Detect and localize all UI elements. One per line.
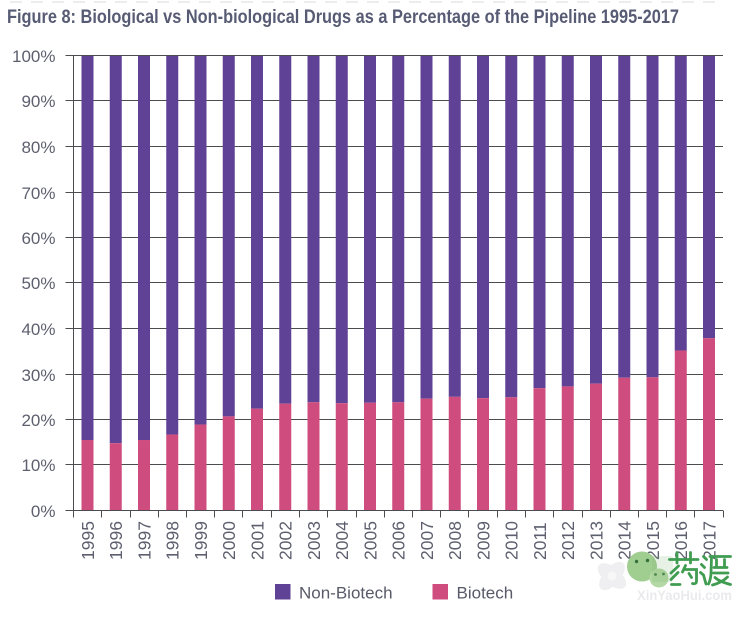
svg-text:40%: 40% — [21, 320, 55, 339]
svg-text:2013: 2013 — [586, 521, 606, 560]
svg-text:70%: 70% — [21, 184, 55, 203]
svg-text:20%: 20% — [21, 411, 55, 430]
svg-text:1997: 1997 — [134, 521, 154, 560]
svg-text:50%: 50% — [21, 274, 55, 293]
svg-text:100%: 100% — [12, 47, 55, 66]
svg-text:2008: 2008 — [445, 521, 465, 560]
svg-text:1998: 1998 — [163, 521, 183, 560]
svg-text:2000: 2000 — [219, 521, 239, 560]
svg-text:2006: 2006 — [389, 521, 409, 560]
svg-text:2014: 2014 — [615, 521, 635, 560]
svg-text:1995: 1995 — [78, 521, 98, 560]
svg-text:2016: 2016 — [671, 521, 691, 560]
svg-text:2011: 2011 — [530, 522, 550, 560]
svg-text:10%: 10% — [21, 456, 55, 475]
svg-text:2001: 2001 — [247, 521, 267, 560]
svg-text:1996: 1996 — [106, 521, 126, 560]
svg-text:2017: 2017 — [699, 521, 719, 560]
svg-text:2010: 2010 — [502, 521, 522, 560]
svg-text:Figure 8: Biological vs Non-bi: Figure 8: Biological vs Non-biological D… — [7, 7, 679, 28]
svg-text:XinYaoHui.com: XinYaoHui.com — [637, 587, 732, 603]
svg-text:30%: 30% — [21, 366, 55, 385]
svg-text:2009: 2009 — [473, 521, 493, 560]
svg-text:60%: 60% — [21, 229, 55, 248]
svg-text:2004: 2004 — [332, 521, 352, 560]
svg-text:0%: 0% — [31, 502, 56, 521]
svg-text:2003: 2003 — [304, 521, 324, 560]
svg-text:1999: 1999 — [191, 521, 211, 560]
svg-text:Biotech: Biotech — [457, 584, 514, 603]
svg-text:90%: 90% — [21, 92, 55, 111]
svg-text:80%: 80% — [21, 138, 55, 157]
svg-text:2002: 2002 — [276, 521, 296, 560]
svg-text:2007: 2007 — [417, 521, 437, 560]
svg-text:2005: 2005 — [360, 521, 380, 560]
svg-text:2012: 2012 — [558, 521, 578, 560]
svg-text:2015: 2015 — [643, 521, 663, 560]
svg-text:Non-Biotech: Non-Biotech — [299, 584, 393, 603]
